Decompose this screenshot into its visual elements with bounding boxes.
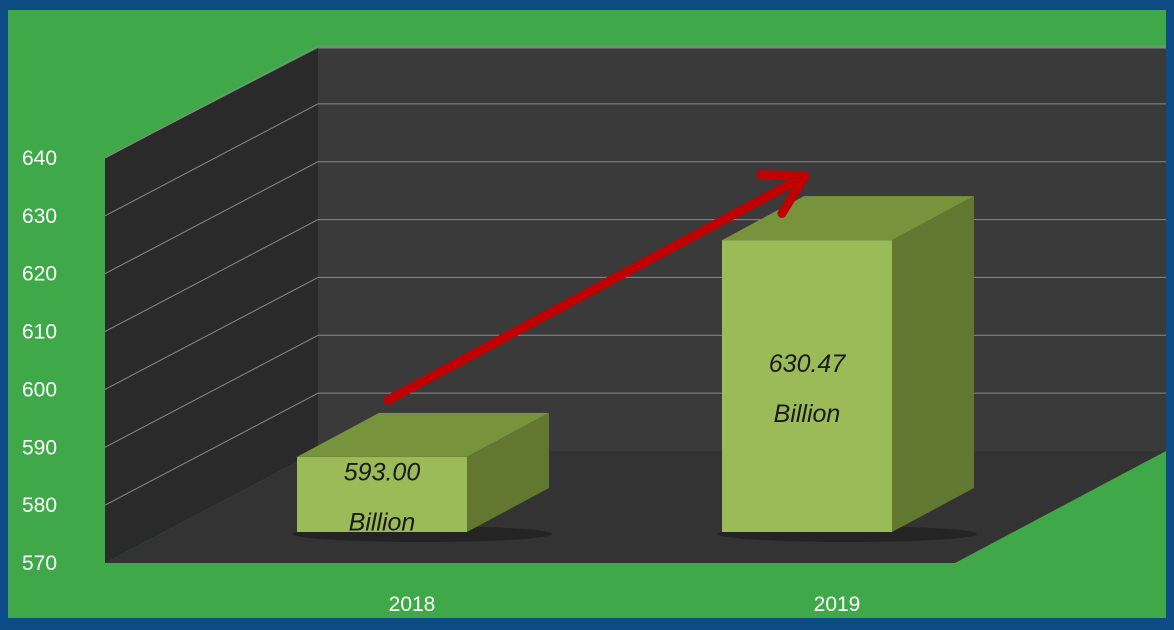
y-tick-label: 570 (22, 552, 57, 575)
gridline (104, 392, 319, 506)
gridline (104, 276, 319, 390)
bar-2019 (722, 240, 892, 532)
bar-2018 (297, 456, 467, 532)
side-wall (105, 48, 318, 563)
gridline (104, 219, 319, 333)
gridline (104, 45, 319, 159)
data-label: Billion (349, 508, 416, 536)
bar-top-2018 (297, 412, 549, 457)
bar-side-2019 (892, 196, 974, 532)
y-tick-label: 590 (22, 436, 57, 459)
trend-arrow (383, 170, 810, 405)
y-tick-label: 580 (22, 494, 57, 517)
y-tick-label: 620 (22, 263, 57, 286)
gridline (104, 103, 319, 217)
data-label: 593.00 (344, 458, 421, 486)
data-label: Billion (774, 400, 841, 428)
y-tick-label: 640 (22, 147, 57, 170)
x-tick-label: 2019 (814, 593, 861, 616)
y-tick-label: 630 (22, 205, 57, 228)
y-tick-label: 610 (22, 321, 57, 344)
bar-side-2018 (467, 412, 549, 532)
data-label: 630.47 (769, 350, 847, 378)
gridline (104, 334, 319, 448)
gridline (104, 161, 319, 275)
y-tick-label: 600 (22, 378, 57, 401)
x-tick-label: 2018 (389, 593, 436, 616)
